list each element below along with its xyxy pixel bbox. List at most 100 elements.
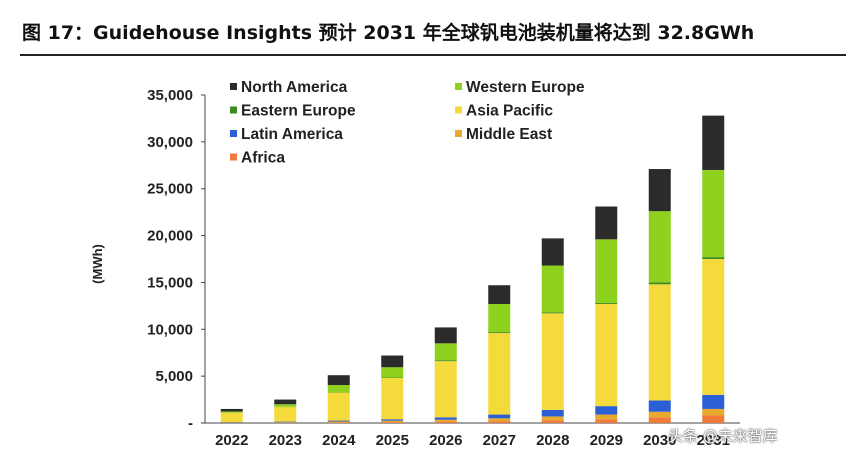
legend-swatch-eastern-europe: [230, 106, 237, 114]
bar-segment-eastern-europe-2031: [702, 257, 725, 259]
x-tick-label: 2028: [536, 432, 569, 449]
x-tick-label: 2027: [483, 432, 516, 449]
title-divider: [20, 54, 846, 56]
bar-segment-middle-east-2028: [541, 416, 564, 421]
bar-segment-latin-america-2023: [274, 421, 297, 423]
bar-segment-middle-east-2026: [434, 419, 457, 422]
x-tick-label: 2030: [643, 432, 676, 449]
bar-segment-middle-east-2030: [648, 411, 671, 418]
bar-segment-north-america-2028: [541, 238, 564, 266]
bar-segment-asia-pacific-2026: [434, 361, 457, 418]
legend-label-western-europe: Western Europe: [466, 79, 585, 96]
y-tick-label: -: [188, 415, 193, 432]
legend-swatch-africa: [230, 153, 237, 161]
bar-segment-north-america-2023: [274, 399, 297, 405]
chart-bars: [220, 115, 725, 423]
bar-segment-north-america-2030: [648, 169, 671, 212]
x-tick-label: 2024: [322, 432, 356, 449]
legend-label-africa: Africa: [241, 150, 285, 167]
bar-segment-latin-america-2031: [702, 394, 725, 409]
bar-segment-middle-east-2029: [595, 414, 618, 420]
bar-segment-asia-pacific-2028: [541, 313, 564, 410]
chart-axes: - 5,000 10,000 15,000 20,000 25,000 30,000 35,0…: [90, 87, 740, 449]
bar-segment-eastern-europe-2030: [648, 282, 671, 285]
bar-segment-western-europe-2029: [595, 239, 618, 304]
bar-segment-asia-pacific-2025: [381, 378, 404, 420]
x-tick-label: 2031: [697, 432, 730, 449]
bar-segment-latin-america-2025: [381, 419, 404, 421]
legend-swatch-asia-pacific: [455, 106, 462, 114]
bar-segment-eastern-europe-2027: [488, 332, 511, 334]
bar-segment-asia-pacific-2030: [648, 284, 671, 401]
bar-segment-asia-pacific-2027: [488, 333, 511, 415]
watermark: 头条 @未来智库: [668, 427, 778, 445]
y-tick-label: 35,000: [147, 87, 193, 104]
legend-swatch-middle-east: [455, 130, 462, 137]
bar-segment-middle-east-2031: [702, 408, 725, 416]
bar-segment-middle-east-2023: [274, 422, 297, 423]
y-tick-label: 25,000: [147, 181, 193, 198]
y-tick-label: 20,000: [147, 228, 193, 245]
bar-segment-north-america-2025: [381, 355, 404, 368]
bar-segment-asia-pacific-2029: [595, 303, 618, 407]
bar-segment-latin-america-2027: [488, 414, 511, 419]
x-tick-label: 2026: [429, 432, 462, 449]
legend-label-north-america: North America: [241, 79, 348, 96]
bar-segment-middle-east-2025: [381, 420, 404, 423]
bar-segment-africa-2029: [595, 419, 618, 423]
figure-title: 图 17：Guidehouse Insights 预计 2031 年全球钒电池装…: [22, 22, 755, 44]
legend-label-latin-america: Latin America: [241, 126, 343, 143]
bar-segment-eastern-europe-2029: [595, 303, 618, 304]
bar-segment-middle-east-2027: [488, 418, 511, 422]
y-tick-label: 30,000: [147, 134, 193, 151]
bar-segment-north-america-2026: [434, 327, 457, 344]
legend-label-eastern-europe: Eastern Europe: [241, 103, 356, 120]
bar-segment-western-europe-2027: [488, 303, 511, 333]
bar-segment-north-america-2027: [488, 285, 511, 304]
bar-segment-western-europe-2024: [327, 385, 350, 393]
bar-segment-latin-america-2029: [595, 406, 618, 415]
x-tick-label: 2022: [215, 432, 248, 449]
bar-segment-western-europe-2025: [381, 367, 404, 378]
bar-segment-western-europe-2026: [434, 343, 457, 361]
bar-segment-africa-2028: [541, 420, 564, 423]
bar-segment-asia-pacific-2022: [220, 412, 243, 423]
bar-segment-latin-america-2024: [327, 420, 350, 422]
bar-segment-western-europe-2031: [702, 169, 725, 258]
bar-segment-africa-2025: [381, 422, 404, 423]
bar-segment-asia-pacific-2031: [702, 259, 725, 395]
y-tick-label: 10,000: [147, 321, 193, 338]
bar-segment-latin-america-2028: [541, 409, 564, 417]
y-axis-label: (MWh): [90, 244, 105, 284]
bar-segment-north-america-2024: [327, 375, 350, 386]
bar-segment-africa-2030: [648, 417, 671, 423]
bar-segment-north-america-2029: [595, 206, 618, 240]
bar-segment-western-europe-2022: [220, 411, 243, 413]
bar-segment-north-america-2031: [702, 115, 725, 170]
legend-swatch-western-europe: [455, 83, 462, 90]
bar-segment-western-europe-2028: [541, 265, 564, 313]
legend-label-middle-east: Middle East: [466, 126, 552, 143]
x-tick-label: 2025: [376, 432, 409, 449]
bar-segment-asia-pacific-2024: [327, 392, 350, 421]
bar-segment-western-europe-2030: [648, 211, 671, 283]
x-tick-label: 2023: [269, 432, 302, 449]
bar-segment-middle-east-2024: [327, 421, 350, 423]
chart-legend: North America Western Europe Eastern Europ…: [230, 79, 585, 167]
bar-segment-north-america-2022: [220, 408, 243, 412]
legend-swatch-north-america: [230, 83, 237, 90]
bar-segment-eastern-europe-2028: [541, 312, 564, 314]
bar-segment-africa-2024: [327, 422, 350, 423]
bar-segment-eastern-europe-2026: [434, 360, 457, 362]
bar-segment-africa-2026: [434, 421, 457, 423]
y-tick-label: 5,000: [155, 368, 193, 385]
bar-segment-africa-2031: [702, 415, 725, 423]
bar-segment-latin-america-2026: [434, 417, 457, 420]
bar-segment-asia-pacific-2023: [274, 407, 297, 422]
legend-swatch-latin-america: [230, 130, 237, 137]
bar-segment-africa-2027: [488, 421, 511, 423]
bar-segment-latin-america-2030: [648, 400, 671, 412]
legend-label-asia-pacific: Asia Pacific: [466, 103, 553, 120]
y-tick-label: 15,000: [147, 274, 193, 291]
